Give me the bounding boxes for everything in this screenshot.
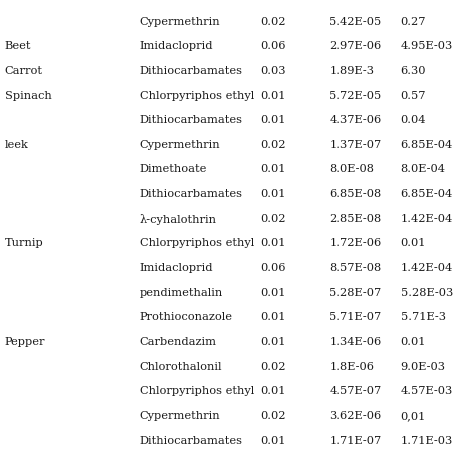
Text: Turnip: Turnip [5, 238, 44, 248]
Text: 5.71E-3: 5.71E-3 [401, 312, 446, 322]
Text: 8.0E-04: 8.0E-04 [401, 164, 446, 174]
Text: 4.57E-07: 4.57E-07 [329, 386, 382, 396]
Text: Dithiocarbamates: Dithiocarbamates [140, 66, 243, 76]
Text: 8.57E-08: 8.57E-08 [329, 263, 382, 273]
Text: λ-cyhalothrin: λ-cyhalothrin [140, 214, 217, 225]
Text: 6.85E-08: 6.85E-08 [329, 189, 382, 199]
Text: 1.34E-06: 1.34E-06 [329, 337, 382, 347]
Text: 0.01: 0.01 [260, 189, 285, 199]
Text: 1.89E-3: 1.89E-3 [329, 66, 374, 76]
Text: 9.0E-03: 9.0E-03 [401, 362, 446, 372]
Text: 6.85E-04: 6.85E-04 [401, 140, 453, 150]
Text: 0.01: 0.01 [401, 238, 426, 248]
Text: Dimethoate: Dimethoate [140, 164, 207, 174]
Text: 1.8E-06: 1.8E-06 [329, 362, 374, 372]
Text: 5.71E-07: 5.71E-07 [329, 312, 382, 322]
Text: 6.30: 6.30 [401, 66, 426, 76]
Text: Cypermethrin: Cypermethrin [140, 17, 220, 27]
Text: Dithiocarbamates: Dithiocarbamates [140, 436, 243, 446]
Text: Imidacloprid: Imidacloprid [140, 41, 213, 51]
Text: Beet: Beet [5, 41, 31, 51]
Text: Cypermethrin: Cypermethrin [140, 411, 220, 421]
Text: 0.01: 0.01 [401, 337, 426, 347]
Text: 0.02: 0.02 [260, 411, 285, 421]
Text: 0.01: 0.01 [260, 436, 285, 446]
Text: 4.95E-03: 4.95E-03 [401, 41, 453, 51]
Text: 5.28E-07: 5.28E-07 [329, 288, 382, 298]
Text: 0.03: 0.03 [260, 66, 285, 76]
Text: 1.42E-04: 1.42E-04 [401, 263, 453, 273]
Text: 0.57: 0.57 [401, 91, 426, 100]
Text: 6.85E-04: 6.85E-04 [401, 189, 453, 199]
Text: 1.71E-03: 1.71E-03 [401, 436, 453, 446]
Text: 0.01: 0.01 [260, 164, 285, 174]
Text: 0.02: 0.02 [260, 214, 285, 224]
Text: Chlorpyriphos ethyl: Chlorpyriphos ethyl [140, 238, 254, 248]
Text: 2.97E-06: 2.97E-06 [329, 41, 382, 51]
Text: Pepper: Pepper [5, 337, 45, 347]
Text: 2.85E-08: 2.85E-08 [329, 214, 382, 224]
Text: Chlorpyriphos ethyl: Chlorpyriphos ethyl [140, 91, 254, 100]
Text: 0,01: 0,01 [401, 411, 426, 421]
Text: 0.06: 0.06 [260, 263, 285, 273]
Text: 5.42E-05: 5.42E-05 [329, 17, 382, 27]
Text: 0.01: 0.01 [260, 386, 285, 396]
Text: 1.71E-07: 1.71E-07 [329, 436, 382, 446]
Text: Dithiocarbamates: Dithiocarbamates [140, 189, 243, 199]
Text: pendimethalin: pendimethalin [140, 288, 223, 298]
Text: 1.37E-07: 1.37E-07 [329, 140, 382, 150]
Text: 0.06: 0.06 [260, 41, 285, 51]
Text: 8.0E-08: 8.0E-08 [329, 164, 374, 174]
Text: 1.72E-06: 1.72E-06 [329, 238, 382, 248]
Text: 0.27: 0.27 [401, 17, 426, 27]
Text: 0.01: 0.01 [260, 91, 285, 100]
Text: 5.72E-05: 5.72E-05 [329, 91, 382, 100]
Text: Chlorothalonil: Chlorothalonil [140, 362, 222, 372]
Text: 4.57E-03: 4.57E-03 [401, 386, 453, 396]
Text: Chlorpyriphos ethyl: Chlorpyriphos ethyl [140, 386, 254, 396]
Text: 0.01: 0.01 [260, 337, 285, 347]
Text: 0.02: 0.02 [260, 362, 285, 372]
Text: 0.02: 0.02 [260, 140, 285, 150]
Text: 1.42E-04: 1.42E-04 [401, 214, 453, 224]
Text: Carbendazim: Carbendazim [140, 337, 217, 347]
Text: Imidacloprid: Imidacloprid [140, 263, 213, 273]
Text: 4.37E-06: 4.37E-06 [329, 115, 382, 125]
Text: 5.28E-03: 5.28E-03 [401, 288, 453, 298]
Text: 0.01: 0.01 [260, 288, 285, 298]
Text: 0.01: 0.01 [260, 238, 285, 248]
Text: Prothioconazole: Prothioconazole [140, 312, 233, 322]
Text: 0.04: 0.04 [401, 115, 426, 125]
Text: 0.02: 0.02 [260, 17, 285, 27]
Text: 3.62E-06: 3.62E-06 [329, 411, 382, 421]
Text: Carrot: Carrot [5, 66, 43, 76]
Text: 0.01: 0.01 [260, 312, 285, 322]
Text: Spinach: Spinach [5, 91, 52, 100]
Text: Cypermethrin: Cypermethrin [140, 140, 220, 150]
Text: leek: leek [5, 140, 28, 150]
Text: 0.01: 0.01 [260, 115, 285, 125]
Text: Dithiocarbamates: Dithiocarbamates [140, 115, 243, 125]
